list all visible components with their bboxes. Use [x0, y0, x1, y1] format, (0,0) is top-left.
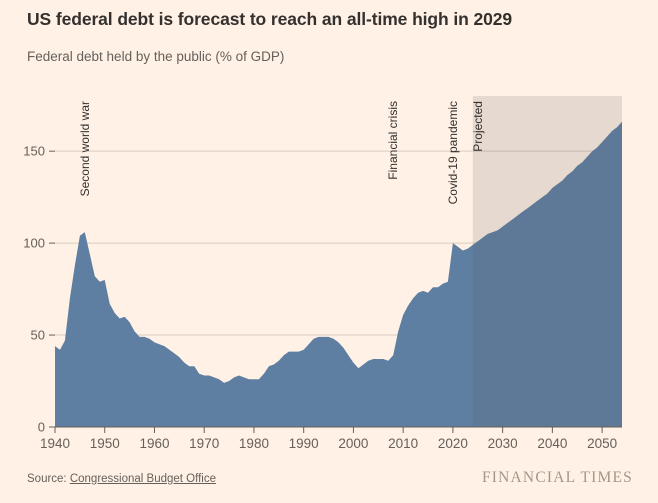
x-tick-label: 2020 — [438, 436, 468, 451]
x-tick-label: 1970 — [189, 436, 219, 451]
source-prefix: Source: — [27, 473, 70, 485]
source-line: Source: Congressional Budget Office — [27, 473, 216, 485]
x-tick-label: 2040 — [537, 436, 567, 451]
projected-region — [472, 96, 622, 427]
area-series — [55, 121, 622, 427]
source-link[interactable]: Congressional Budget Office — [69, 473, 217, 485]
x-tick-label: 2050 — [587, 436, 617, 451]
x-tick-label: 2000 — [338, 436, 368, 451]
axis-tick-labels: 0 50 100 150 1940 1950 1960 1970 1980 1990 2000 201… — [23, 144, 617, 451]
annotation-financial-crisis: Financial crisis — [386, 101, 400, 180]
y-tick-label: 0 — [38, 420, 45, 435]
axes — [49, 150, 622, 433]
annotation-second-world-war: Second world war — [78, 101, 92, 196]
annotations: Second world war Financial crisis Covid-19… — [78, 101, 485, 204]
y-tick-label: 50 — [31, 328, 45, 343]
y-tick-label: 150 — [23, 144, 45, 159]
page-title: US federal debt is forecast to reach an … — [27, 9, 513, 29]
annotation-projected: Projected — [471, 101, 485, 152]
x-tick-label: 1980 — [239, 436, 269, 451]
chart-subtitle: Federal debt held by the public (% of GD… — [27, 49, 285, 64]
x-tick-label: 1940 — [40, 436, 70, 451]
projected-shading — [472, 96, 622, 427]
x-tick-label: 1950 — [90, 436, 120, 451]
x-tick-label: 1960 — [139, 436, 169, 451]
financial-times-logo: FINANCIAL TIMES — [481, 469, 633, 486]
y-tick-label: 100 — [23, 236, 45, 251]
debt-area — [55, 121, 622, 427]
x-tick-label: 2010 — [388, 436, 418, 451]
x-tick-label: 2030 — [488, 436, 518, 451]
x-tick-label: 1990 — [289, 436, 319, 451]
annotation-covid-19-pandemic: Covid-19 pandemic — [446, 101, 460, 204]
